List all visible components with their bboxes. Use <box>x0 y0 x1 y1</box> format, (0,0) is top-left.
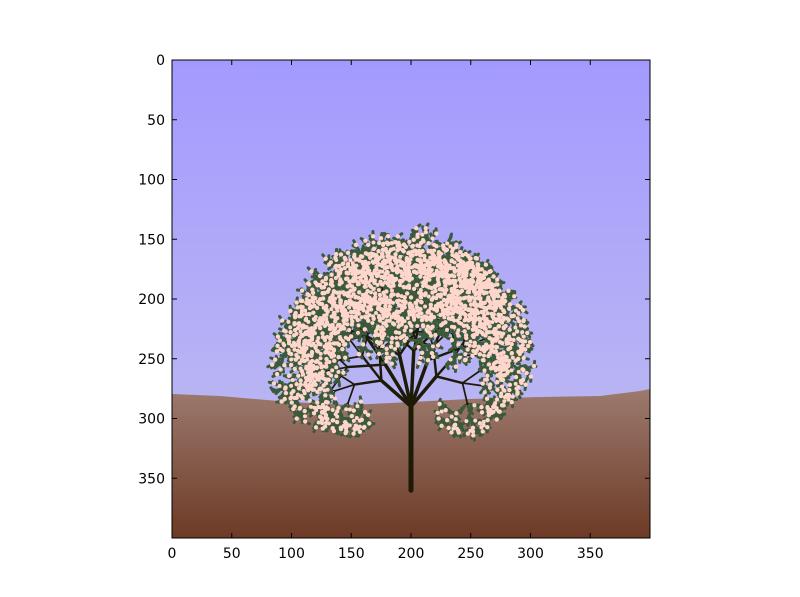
y-tick-label: 300 <box>138 412 165 428</box>
y-tick-label: 350 <box>138 471 165 487</box>
x-tick-label: 100 <box>278 546 305 562</box>
x-tick-label: 0 <box>168 546 177 562</box>
y-tick-label: 150 <box>138 232 165 248</box>
y-tick-label: 0 <box>156 53 165 69</box>
tree-blossoms <box>269 225 537 438</box>
y-axis: 0 50 100 150 200 250 300 350 <box>138 53 650 487</box>
x-tick-label: 250 <box>457 546 484 562</box>
y-tick-label: 250 <box>138 352 165 368</box>
image-area <box>172 60 650 538</box>
x-tick-label: 50 <box>223 546 241 562</box>
y-tick-label: 50 <box>147 113 165 129</box>
x-tick-label: 200 <box>398 546 425 562</box>
y-tick-label: 200 <box>138 292 165 308</box>
tree <box>266 222 538 493</box>
x-tick-label: 350 <box>577 546 604 562</box>
x-tick-label: 150 <box>338 546 365 562</box>
x-axis: 0 50 100 150 200 250 300 350 <box>168 60 604 562</box>
y-tick-label: 100 <box>138 173 165 189</box>
x-tick-label: 300 <box>517 546 544 562</box>
